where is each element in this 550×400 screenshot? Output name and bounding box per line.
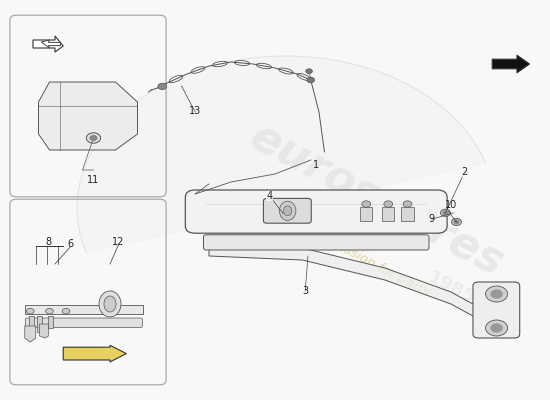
Text: 2: 2 [461, 167, 468, 177]
Circle shape [454, 220, 459, 224]
Text: a passion for parts: a passion for parts [316, 229, 432, 299]
Bar [360, 207, 372, 221]
Bar [29, 316, 34, 336]
Circle shape [90, 136, 97, 140]
Text: 11: 11 [87, 175, 100, 185]
Circle shape [307, 77, 315, 83]
Polygon shape [209, 244, 495, 328]
Circle shape [491, 324, 502, 332]
FancyBboxPatch shape [473, 282, 520, 338]
Bar [402, 207, 414, 221]
Ellipse shape [104, 296, 116, 312]
Text: 8: 8 [45, 237, 52, 247]
Text: 9: 9 [428, 214, 435, 224]
Bar [37, 316, 42, 332]
Polygon shape [492, 55, 530, 73]
Bar [25, 305, 143, 314]
FancyBboxPatch shape [263, 198, 311, 223]
Circle shape [46, 308, 53, 314]
Circle shape [443, 211, 448, 214]
Text: 1: 1 [313, 160, 320, 170]
Circle shape [441, 209, 450, 216]
Polygon shape [77, 56, 486, 253]
Polygon shape [41, 40, 60, 48]
Bar [48, 316, 53, 328]
Circle shape [158, 83, 167, 90]
Polygon shape [33, 36, 63, 52]
FancyBboxPatch shape [25, 318, 142, 328]
Circle shape [362, 201, 371, 207]
Text: 1985: 1985 [425, 268, 477, 308]
FancyBboxPatch shape [185, 190, 447, 233]
Bar [382, 207, 394, 221]
Ellipse shape [99, 291, 121, 317]
FancyBboxPatch shape [204, 235, 429, 250]
Circle shape [86, 133, 101, 143]
Text: 4: 4 [266, 191, 273, 201]
Polygon shape [39, 82, 138, 150]
Circle shape [491, 290, 502, 298]
Text: 3: 3 [302, 286, 309, 296]
Polygon shape [40, 324, 48, 338]
Circle shape [486, 286, 508, 302]
Circle shape [452, 218, 461, 226]
Text: 12: 12 [112, 237, 124, 247]
Circle shape [403, 201, 412, 207]
Circle shape [26, 308, 34, 314]
Text: 6: 6 [67, 239, 74, 249]
Text: eurospares: eurospares [243, 115, 511, 285]
Text: 10: 10 [445, 200, 457, 210]
Circle shape [486, 320, 508, 336]
Polygon shape [25, 326, 36, 342]
Ellipse shape [279, 201, 296, 220]
Circle shape [306, 69, 312, 74]
Circle shape [384, 201, 393, 207]
Circle shape [62, 308, 70, 314]
Text: 13: 13 [189, 106, 201, 116]
FancyArrow shape [63, 345, 126, 362]
Ellipse shape [283, 206, 292, 216]
